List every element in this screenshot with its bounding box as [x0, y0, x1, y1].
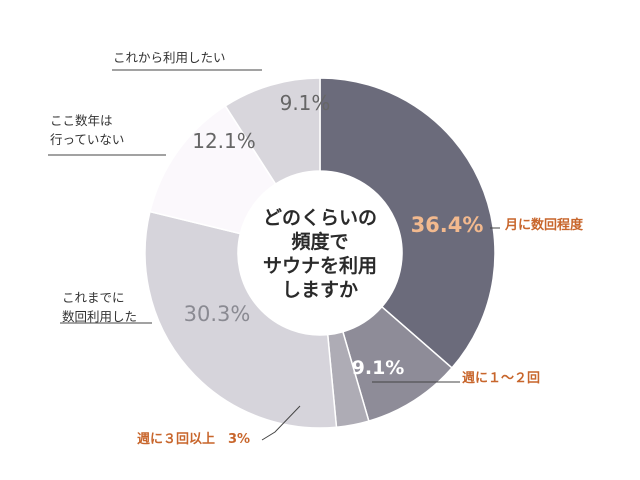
category-label-2: 週に１〜２回 [462, 371, 540, 386]
category-label-1: 月に数回程度 [504, 217, 584, 233]
slice-4 [144, 210, 338, 429]
center-title-line-1: どのくらいの [263, 207, 377, 229]
value-label-4: 30.3% [184, 302, 251, 326]
center-title-line-3: サウナを利用 [263, 255, 377, 277]
center-title-line-2: 頻度で [291, 230, 348, 253]
category-label-3: 週に３回以上 3% [137, 432, 250, 447]
leader-line-3 [261, 405, 301, 441]
value-label-6: 9.1% [280, 91, 331, 115]
value-label-2: 9.1% [352, 357, 405, 379]
category-label-4: これまでに数回利用した [62, 290, 137, 324]
slice-1 [319, 77, 496, 369]
center-title-line-4: しますか [282, 279, 358, 301]
slice-group [144, 77, 496, 429]
category-label-5: ここ数年は行っていない [50, 113, 124, 147]
slice-6 [224, 77, 321, 186]
value-label-group: 36.4% 9.1% 30.3% 12.1% 9.1% [184, 91, 484, 379]
leader-line-group [48, 69, 500, 441]
value-label-5: 12.1% [192, 129, 256, 153]
category-label-6: これから利用したい [113, 50, 226, 65]
value-label-1: 36.4% [411, 213, 484, 237]
